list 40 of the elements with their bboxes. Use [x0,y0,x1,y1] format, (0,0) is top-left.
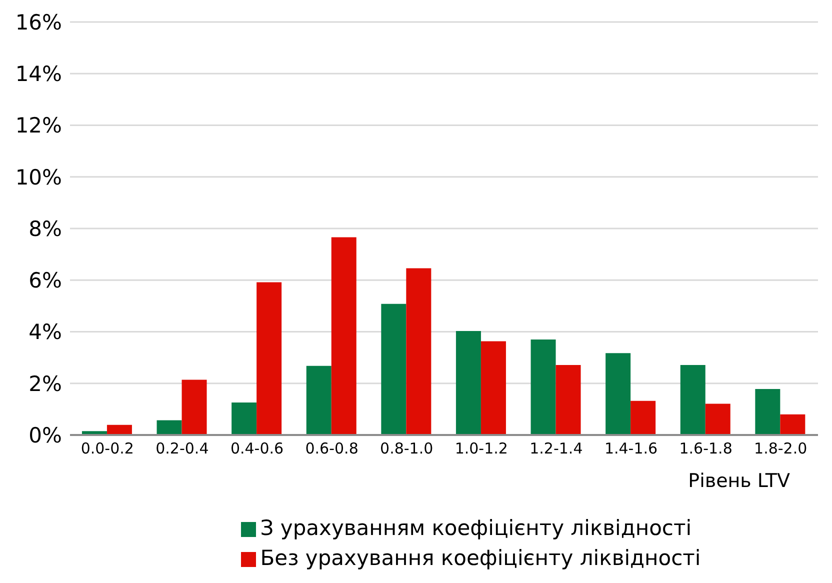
y-tick-label: 4% [28,320,62,344]
bar [232,402,257,435]
bar [456,330,481,435]
y-tick-label: 16% [15,10,62,34]
bar [406,268,432,435]
x-tick-label: 1.8-2.0 [754,440,808,458]
x-tick-label: 0.8-1.0 [380,440,434,458]
bar [705,404,730,435]
bar [156,420,182,435]
bar [381,304,406,435]
bar [530,339,556,435]
x-tick-label: 1.0-1.2 [454,440,508,458]
bar [256,282,282,435]
x-tick-label: 0.2-0.4 [156,440,209,458]
bar [480,341,506,435]
bar [606,353,631,435]
legend-label: З урахуванням коефіцієнту ліквідності [260,516,692,540]
y-tick-label: 12% [15,114,62,138]
bar [630,400,656,435]
y-tick-label: 6% [28,268,62,293]
bar [680,365,706,435]
x-tick-label: 0.0-0.2 [80,440,134,458]
bar [755,389,780,435]
bar [331,237,356,435]
y-tick-label: 14% [15,62,62,86]
x-tick-label: 0.4-0.6 [230,440,284,458]
bar [556,365,581,435]
y-tick-label: 2% [28,372,62,396]
legend-label: Без урахування коефіцієнту ліквідності [260,546,701,570]
x-tick-label: 0.6-0.8 [305,440,358,458]
x-axis-title: Рівень LTV [688,470,790,492]
y-tick-label: 10% [15,165,62,190]
bar [780,414,806,435]
y-tick-label: 8% [28,216,62,241]
x-tick-label: 1.4-1.6 [604,440,658,458]
x-tick-label: 1.6-1.8 [679,440,732,458]
bar [306,366,332,435]
x-tick-label: 1.2-1.4 [530,440,583,458]
bar [182,380,207,435]
y-tick-label: 0% [28,423,62,448]
